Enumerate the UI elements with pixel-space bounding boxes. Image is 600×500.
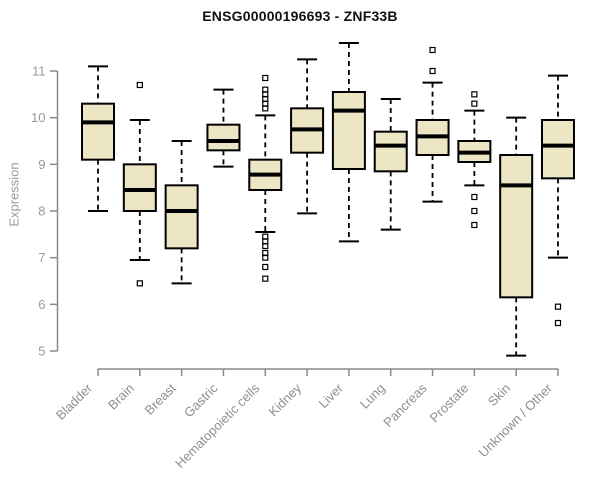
box-rect bbox=[81, 102, 115, 161]
outlier-marker bbox=[471, 207, 478, 215]
x-tick-label-bladder: Bladder bbox=[53, 380, 96, 423]
outlier-marker bbox=[262, 275, 269, 282]
box-rect bbox=[164, 184, 199, 250]
boxplot-bladder bbox=[81, 65, 115, 213]
boxplot-pancreas bbox=[415, 46, 450, 203]
box-rect bbox=[331, 91, 366, 171]
box-rect bbox=[206, 123, 241, 152]
boxplot-hematopoietic-cells bbox=[248, 74, 283, 282]
outlier-marker bbox=[471, 100, 478, 107]
x-tick-label-breast: Breast bbox=[142, 380, 179, 417]
outlier-marker bbox=[471, 193, 478, 201]
boxplot-lung bbox=[373, 98, 408, 231]
outlier-marker bbox=[429, 46, 436, 54]
boxplot-brain bbox=[122, 81, 157, 287]
outlier-marker bbox=[429, 67, 436, 75]
boxplot-kidney bbox=[290, 58, 325, 215]
y-tick-label-7: 7 bbox=[38, 250, 45, 265]
outlier-marker bbox=[262, 254, 269, 261]
x-tick-label-pancreas: Pancreas bbox=[380, 380, 430, 430]
y-tick-label-5: 5 bbox=[38, 344, 45, 359]
x-tick-label-lung: Lung bbox=[357, 381, 388, 412]
outlier-marker bbox=[262, 242, 269, 250]
x-tick-label-liver: Liver bbox=[315, 380, 346, 411]
box-rect bbox=[373, 130, 408, 173]
x-tick-label-prostate: Prostate bbox=[427, 381, 472, 426]
x-tick-label-skin: Skin bbox=[485, 381, 513, 409]
x-tick-label-brain: Brain bbox=[105, 381, 137, 413]
box-rect bbox=[122, 163, 157, 213]
boxplot-gastric bbox=[206, 88, 241, 168]
chart-title: ENSG00000196693 - ZNF33B bbox=[202, 8, 398, 24]
outlier-marker bbox=[262, 105, 269, 112]
y-tick-label-11: 11 bbox=[32, 64, 46, 79]
outlier-marker bbox=[554, 319, 562, 327]
outlier-marker bbox=[554, 303, 562, 310]
outlier-marker bbox=[136, 81, 143, 89]
box-rect bbox=[499, 154, 534, 299]
y-tick-label-10: 10 bbox=[31, 110, 45, 125]
box-rect bbox=[540, 119, 575, 180]
outlier-marker bbox=[262, 74, 269, 82]
outlier-marker bbox=[471, 91, 478, 98]
boxplot-prostate bbox=[457, 91, 492, 229]
boxplot-breast bbox=[164, 140, 199, 285]
boxplot-liver bbox=[331, 41, 366, 243]
outlier-marker bbox=[262, 263, 269, 271]
x-tick-label-unknown-other: Unknown / Other bbox=[476, 380, 556, 460]
y-tick-label-8: 8 bbox=[38, 204, 45, 219]
y-tick-label-6: 6 bbox=[38, 297, 45, 312]
outlier-marker bbox=[136, 280, 143, 287]
x-tick-label-gastric: Gastric bbox=[181, 380, 221, 420]
boxplot-unknown-other bbox=[540, 74, 575, 327]
y-tick-label-9: 9 bbox=[38, 157, 45, 172]
outlier-marker bbox=[471, 221, 478, 229]
boxplot-skin bbox=[499, 116, 534, 357]
x-tick-label-kidney: Kidney bbox=[265, 380, 304, 419]
